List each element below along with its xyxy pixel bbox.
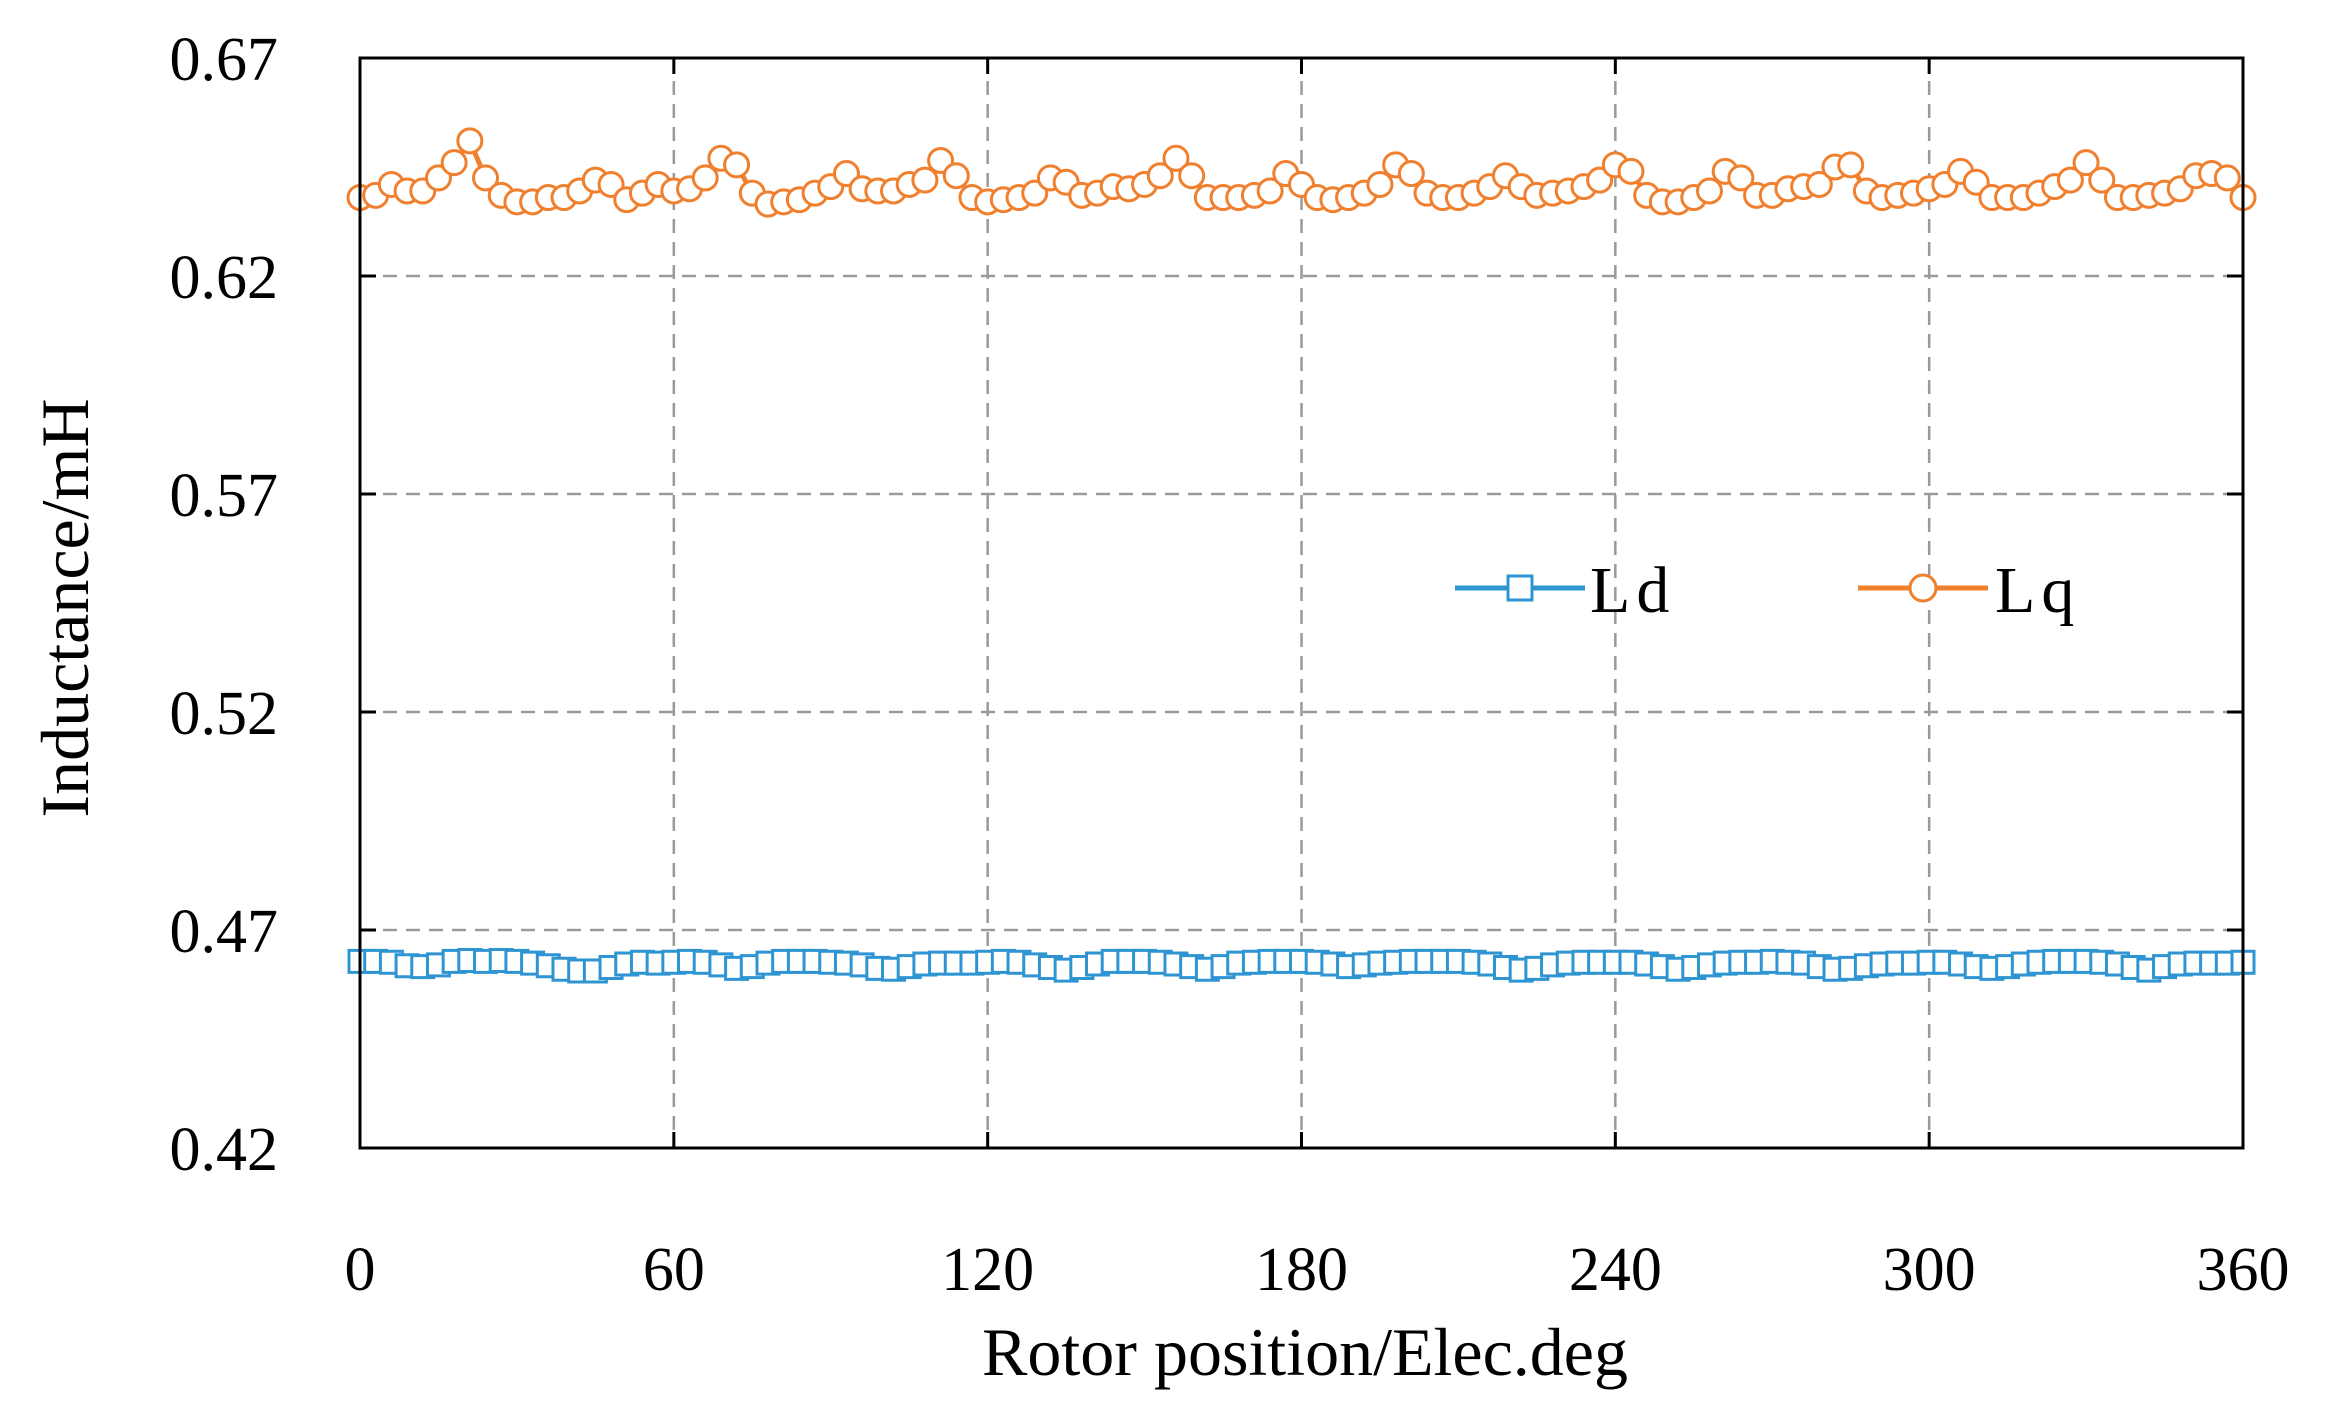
legend-ld-marker <box>1506 574 1534 602</box>
x-axis-title: Rotor position/Elec.deg <box>982 1314 1628 1390</box>
series-ld <box>347 948 2256 984</box>
x-tick-label: 360 <box>2197 1236 2290 1304</box>
lq-point <box>723 151 751 179</box>
y-tick-label: 0.62 <box>170 244 279 312</box>
lq-point <box>1146 162 1174 190</box>
axes <box>358 56 2245 1150</box>
series-lq <box>346 127 2257 218</box>
lq-point <box>1397 160 1425 188</box>
lq-point <box>472 164 500 192</box>
lq-point <box>456 127 484 155</box>
lq-point <box>1805 170 1833 198</box>
y-tick-label: 0.57 <box>170 462 279 530</box>
legend: Ld Lq <box>1455 554 2080 627</box>
grid-lines <box>360 58 2243 1148</box>
x-tick-label: 180 <box>1255 1236 1348 1304</box>
lq-point <box>1617 157 1645 185</box>
tick-labels: 0 60 120 180 240 300 360 0.42 0.47 0.52 0.57 0.62 0.… <box>170 26 2290 1304</box>
y-tick-label: 0.52 <box>170 680 279 748</box>
x-tick-label: 0 <box>345 1236 376 1304</box>
y-tick-label: 0.47 <box>170 898 279 966</box>
x-tick-label: 240 <box>1569 1236 1662 1304</box>
legend-lq-label: Lq <box>1995 554 2080 627</box>
lq-point <box>1837 151 1865 179</box>
x-tick-label: 120 <box>941 1236 1034 1304</box>
lq-point <box>2088 166 2116 194</box>
lq-point <box>1162 144 1190 172</box>
lq-point <box>1366 170 1394 198</box>
lq-point <box>1256 177 1284 205</box>
series-layer <box>346 127 2257 984</box>
y-tick-label: 0.42 <box>170 1116 279 1184</box>
lq-point <box>1727 164 1755 192</box>
lq-point <box>2056 166 2084 194</box>
legend-ld-label: Ld <box>1590 554 1675 627</box>
x-tick-label: 300 <box>1883 1236 1976 1304</box>
legend-lq-marker <box>1908 573 1938 603</box>
y-tick-label: 0.67 <box>170 26 279 94</box>
x-tick-label: 60 <box>643 1236 705 1304</box>
lq-point <box>691 164 719 192</box>
lq-point <box>2072 149 2100 177</box>
lq-point <box>911 166 939 194</box>
y-axis-title: Inductance/mH <box>27 398 103 817</box>
lq-point <box>440 149 468 177</box>
lq-point <box>1695 177 1723 205</box>
lq-point <box>942 162 970 190</box>
lq-point <box>1178 162 1206 190</box>
lq-point <box>2213 164 2241 192</box>
